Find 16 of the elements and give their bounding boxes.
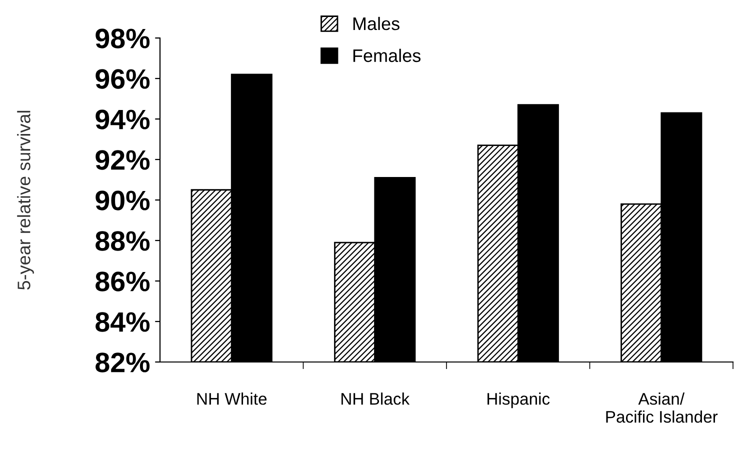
legend-label: Males [353, 16, 400, 30]
y-tick-label: 94% [96, 110, 150, 130]
y-axis-title: 5-year relative survival [17, 110, 34, 290]
legend-label: Females [353, 48, 421, 62]
x-tick-label: NH White [197, 392, 267, 405]
y-tick-label: 86% [96, 272, 150, 292]
x-tick-label: NH Black [342, 392, 410, 405]
y-tick-label: 82% [96, 352, 150, 372]
y-tick-label: 98% [96, 28, 150, 48]
y-tick-label: 96% [96, 69, 150, 89]
y-tick-label: 92% [96, 150, 150, 170]
y-tick-label: 90% [96, 190, 150, 210]
x-tick-label: Asian/ Pacific Islander [606, 392, 718, 423]
y-tick-label: 88% [96, 231, 150, 251]
y-tick-label: 84% [96, 312, 150, 332]
x-tick-label: Hispanic [488, 392, 550, 408]
